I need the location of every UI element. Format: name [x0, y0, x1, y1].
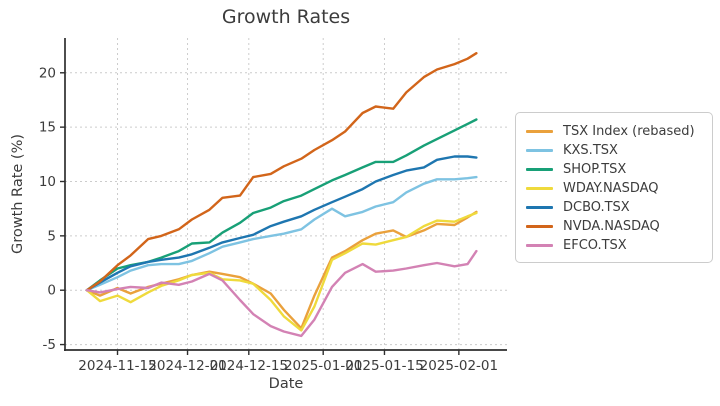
chart-title: Growth Rates — [221, 6, 351, 28]
series-line-wday-nasdaq — [85, 211, 478, 332]
series-line-shop-tsx — [85, 118, 478, 292]
y-tick-label: 10 — [39, 174, 56, 190]
legend-label: DCBO.TSX — [563, 200, 630, 215]
series-line-nvda-nasdaq — [85, 52, 478, 292]
legend-label: WDAY.NASDAQ — [563, 181, 659, 196]
legend-swatch-line — [526, 225, 553, 228]
series-line-efco-tsx — [85, 249, 478, 338]
legend-label: EFCO.TSX — [563, 238, 627, 253]
y-tick-label: -5 — [43, 337, 56, 353]
legend-swatch-line — [526, 168, 553, 171]
legend-swatch-line — [526, 244, 553, 247]
legend-item: SHOP.TSX — [526, 160, 702, 179]
y-tick-label: 15 — [39, 120, 56, 136]
legend-item: KXS.TSX — [526, 141, 702, 160]
legend-label: NVDA.NASDAQ — [563, 219, 660, 234]
x-tick-label: 2025-01-01 — [284, 358, 362, 374]
legend-item: EFCO.TSX — [526, 236, 702, 255]
x-tick-label: 2024-12-01 — [148, 358, 226, 374]
y-tick-label: 20 — [39, 65, 56, 81]
legend-swatch-line — [526, 206, 553, 209]
series-line-dcbo-tsx — [85, 155, 478, 292]
y-tick-label: 0 — [47, 283, 56, 299]
x-tick-label: 2025-01-15 — [345, 358, 423, 374]
x-tick-label: 2024-11-15 — [78, 358, 156, 374]
legend-item: TSX Index (rebased) — [526, 122, 702, 141]
x-tick-label: 2025-02-01 — [420, 358, 498, 374]
x-tick-label: 2024-12-15 — [210, 358, 288, 374]
legend-swatch-line — [526, 130, 553, 133]
series-line-kxs-tsx — [85, 175, 478, 292]
y-tick-label: 5 — [47, 228, 56, 244]
legend-label: TSX Index (rebased) — [563, 124, 695, 139]
legend-label: SHOP.TSX — [563, 162, 627, 177]
legend-item: WDAY.NASDAQ — [526, 179, 702, 198]
legend-swatch-line — [526, 149, 553, 152]
legend-label: KXS.TSX — [563, 143, 618, 158]
gridlines — [65, 38, 507, 350]
x-axis-label: Date — [268, 376, 304, 392]
legend: TSX Index (rebased) KXS.TSX SHOP.TSX WDAY.N… — [515, 112, 713, 263]
legend-swatch-line — [526, 187, 553, 190]
legend-item: NVDA.NASDAQ — [526, 217, 702, 236]
legend-item: DCBO.TSX — [526, 198, 702, 217]
axes: 2024-11-152024-12-012024-12-152025-01-01… — [39, 38, 507, 374]
